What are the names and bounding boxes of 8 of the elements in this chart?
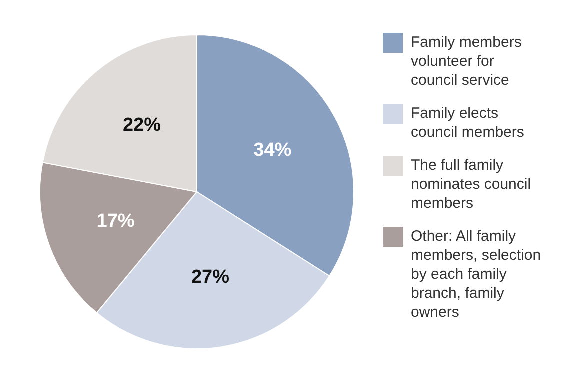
legend-label: The full family nominates council members [411, 157, 532, 212]
data-label: 27% [191, 266, 230, 288]
legend-label: Other: All family members, selection by each family branch, family owners [411, 228, 542, 321]
data-label: 17% [96, 210, 135, 232]
data-label: 22% [122, 114, 162, 136]
data-label: 34% [254, 140, 292, 161]
legend-label: Family members volunteer for council service [411, 34, 522, 89]
legend-label: Family elects council members [411, 105, 524, 141]
